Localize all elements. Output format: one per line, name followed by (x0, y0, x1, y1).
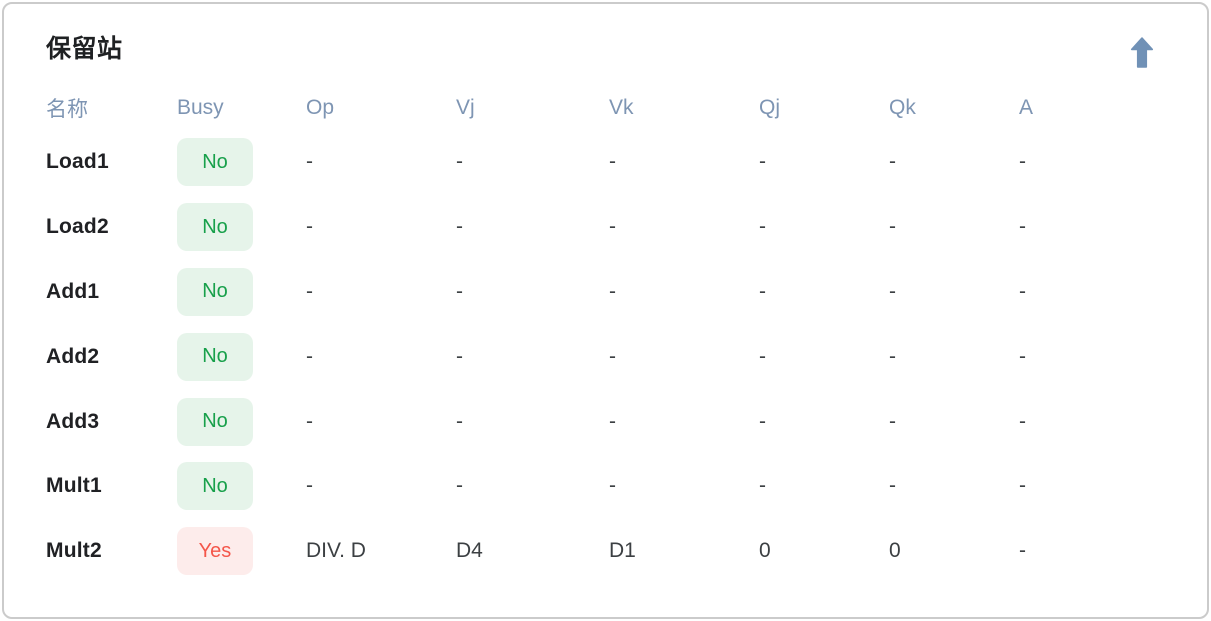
column-header-name: 名称 (46, 98, 88, 121)
cell-busy: No (177, 397, 306, 446)
cell-qk: - (889, 409, 896, 433)
cell-vj: - (456, 279, 463, 303)
cell-op: - (306, 409, 313, 433)
table-row: Mult1 No - - - - - - (46, 454, 1167, 519)
cell-qj: - (759, 409, 766, 433)
cell-vj: - (456, 215, 463, 239)
cell-qk: - (889, 344, 896, 368)
cell-vj: - (456, 344, 463, 368)
row-name: Add2 (46, 344, 100, 368)
cell-busy: No (177, 332, 306, 381)
cell-op: - (306, 474, 313, 498)
busy-badge: No (177, 462, 253, 511)
cell-a: - (1019, 215, 1026, 239)
cell-qk: - (889, 215, 896, 239)
cell-busy: Yes (177, 527, 306, 576)
cell-vj: - (456, 474, 463, 498)
table-row: Load1 No - - - - - - (46, 130, 1167, 195)
table-header-row: 名称 Busy Op Vj Vk Qj Qk A (46, 86, 1167, 130)
column-header-op: Op (306, 96, 335, 119)
cell-qj: - (759, 150, 766, 174)
cell-busy: No (177, 267, 306, 316)
cell-vk: - (609, 409, 616, 433)
card-header: 保留站 (46, 32, 1167, 68)
cell-qj: - (759, 344, 766, 368)
page-title: 保留站 (46, 35, 123, 63)
cell-op: - (306, 279, 313, 303)
cell-op: - (306, 344, 313, 368)
cell-vk: D1 (609, 539, 636, 563)
cell-qk: - (889, 150, 896, 174)
cell-op: - (306, 215, 313, 239)
column-header-a: A (1019, 96, 1034, 119)
cell-vk: - (609, 474, 616, 498)
cell-vj: D4 (456, 539, 483, 563)
cell-a: - (1019, 539, 1026, 563)
column-header-qk: Qk (889, 96, 916, 119)
cell-a: - (1019, 150, 1026, 174)
column-header-qj: Qj (759, 96, 780, 119)
scroll-to-top-button[interactable] (1129, 37, 1155, 68)
busy-badge: Yes (177, 527, 253, 576)
arrow-up-icon (1129, 37, 1155, 68)
table-row: Add2 No - - - - - - (46, 324, 1167, 389)
cell-qj: - (759, 279, 766, 303)
column-header-vk: Vk (609, 96, 634, 119)
cell-a: - (1019, 279, 1026, 303)
cell-busy: No (177, 462, 306, 511)
busy-badge: No (177, 203, 253, 252)
cell-qj: - (759, 215, 766, 239)
row-name: Add3 (46, 409, 100, 433)
cell-a: - (1019, 474, 1026, 498)
table-row: Mult2 Yes DIV. D D4 D1 0 0 - (46, 519, 1167, 584)
table-body: Load1 No - - - - - - Load2 No - - - - - … (46, 130, 1167, 584)
cell-qk: 0 (889, 539, 901, 563)
cell-a: - (1019, 344, 1026, 368)
row-name: Add1 (46, 279, 100, 303)
busy-badge: No (177, 397, 253, 446)
cell-op: DIV. D (306, 539, 366, 563)
cell-op: - (306, 150, 313, 174)
column-header-vj: Vj (456, 96, 475, 119)
cell-vk: - (609, 344, 616, 368)
cell-qj: - (759, 474, 766, 498)
cell-qk: - (889, 279, 896, 303)
row-name: Mult2 (46, 539, 102, 563)
busy-badge: No (177, 332, 253, 381)
row-name: Load1 (46, 150, 109, 174)
cell-busy: No (177, 203, 306, 252)
cell-vj: - (456, 409, 463, 433)
cell-vk: - (609, 215, 616, 239)
table-row: Add3 No - - - - - - (46, 389, 1167, 454)
cell-a: - (1019, 409, 1026, 433)
row-name: Mult1 (46, 474, 102, 498)
column-header-busy: Busy (177, 96, 224, 119)
cell-vj: - (456, 150, 463, 174)
table-row: Add1 No - - - - - - (46, 260, 1167, 325)
row-name: Load2 (46, 215, 109, 239)
busy-badge: No (177, 267, 253, 316)
cell-vk: - (609, 150, 616, 174)
cell-qk: - (889, 474, 896, 498)
busy-badge: No (177, 138, 253, 187)
cell-qj: 0 (759, 539, 771, 563)
cell-busy: No (177, 138, 306, 187)
table-row: Load2 No - - - - - - (46, 195, 1167, 260)
cell-vk: - (609, 279, 616, 303)
